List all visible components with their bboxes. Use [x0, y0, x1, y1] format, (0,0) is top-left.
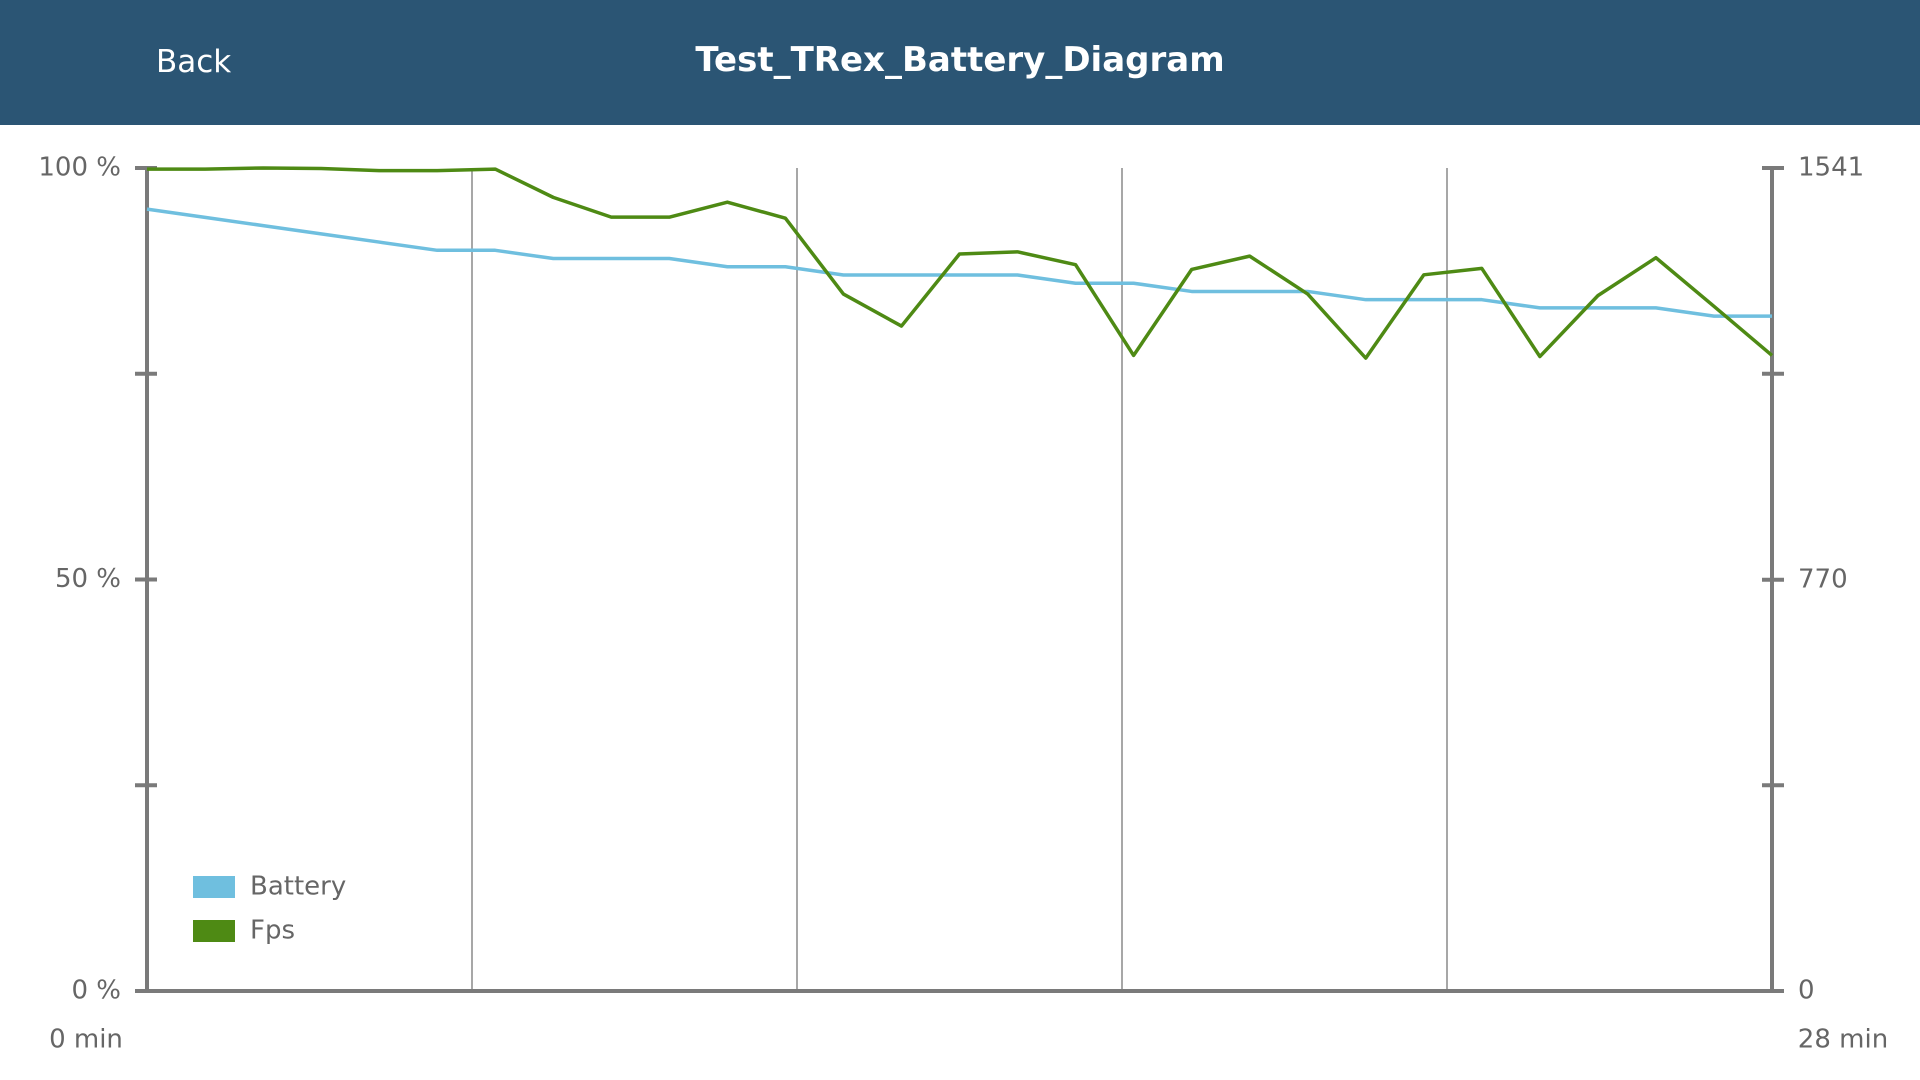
- series-line: [147, 166, 1774, 360]
- y2-tick-label: 1541: [1798, 153, 1864, 183]
- x-tick-label: 0 min: [49, 1025, 123, 1055]
- page-title: Test_TRex_Battery_Diagram: [695, 40, 1225, 80]
- y-tick-label: 50 %: [55, 564, 121, 594]
- legend-swatch: [193, 920, 235, 942]
- y-tick-label: 0 %: [71, 976, 121, 1006]
- series-line: [146, 207, 1772, 318]
- y-tick-label: 100 %: [38, 153, 121, 183]
- y2-tick-label: 0: [1798, 976, 1815, 1006]
- x-tick-label: 28 min: [1798, 1025, 1888, 1055]
- legend-swatch: [193, 876, 235, 898]
- back-button[interactable]: Back: [156, 44, 232, 80]
- legend-label: Fps: [250, 916, 295, 946]
- legend-label: Battery: [250, 872, 346, 902]
- y2-tick-label: 770: [1798, 564, 1848, 594]
- header-bar: Back Test_TRex_Battery_Diagram: [0, 0, 1920, 125]
